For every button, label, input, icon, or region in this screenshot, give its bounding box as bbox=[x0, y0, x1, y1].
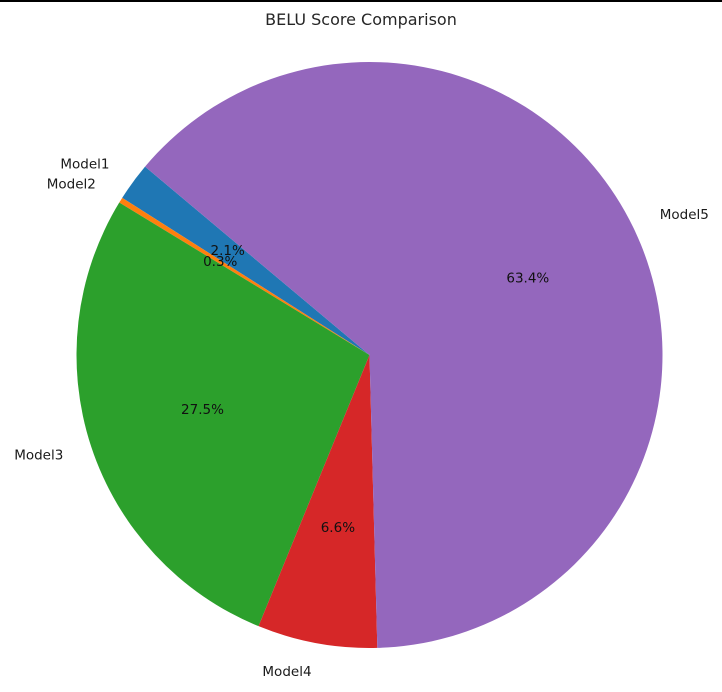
pie-slice-model5 bbox=[145, 61, 663, 648]
pie-slice-model2 bbox=[119, 197, 370, 355]
pie-slices bbox=[76, 61, 663, 648]
pie-slice-model3 bbox=[76, 202, 370, 627]
slice-percent-model4: 6.6% bbox=[321, 520, 355, 536]
pie-slice-model1 bbox=[122, 166, 370, 355]
slice-percent-model1: 2.1% bbox=[211, 243, 245, 259]
slice-label-model3: Model3 bbox=[14, 448, 63, 464]
slice-label-model2: Model2 bbox=[47, 177, 96, 193]
slice-label-model5: Model5 bbox=[660, 207, 709, 223]
slice-percent-model5: 63.4% bbox=[506, 271, 549, 287]
chart-title: BELU Score Comparison bbox=[265, 10, 457, 29]
pie-slice-model4 bbox=[258, 355, 378, 648]
slice-label-model4: Model4 bbox=[262, 664, 311, 680]
slice-label-model1: Model1 bbox=[60, 157, 109, 173]
pie-labels: Model1 2.1% Model2 0.3% Model3 27.5% Model4 6.6… bbox=[14, 157, 709, 680]
slice-percent-model2: 0.3% bbox=[203, 254, 237, 270]
top-border bbox=[0, 0, 722, 2]
slice-percent-model3: 27.5% bbox=[181, 402, 224, 418]
